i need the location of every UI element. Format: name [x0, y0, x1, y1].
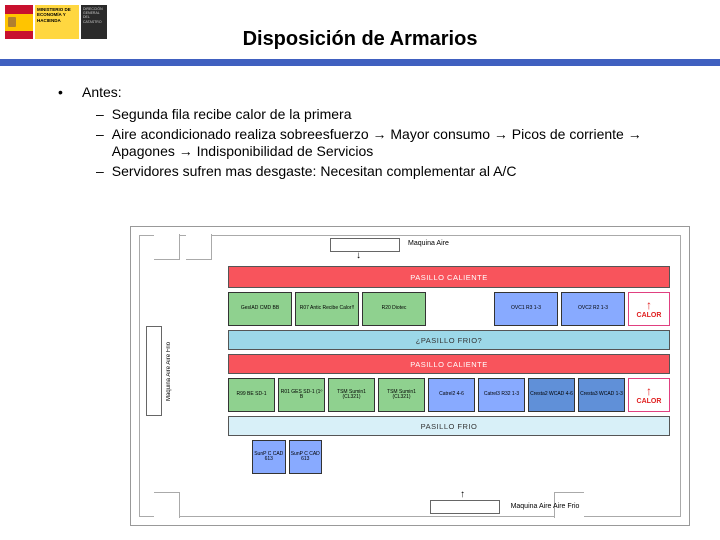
calor-label: CALOR	[637, 398, 662, 405]
rack-unit: Cresta3 WCAD 1-3	[578, 378, 625, 412]
sub-text: Servidores sufren mas desgaste: Necesita…	[112, 163, 517, 181]
room-outline: Maquina Aire ↓ PASILLO CALIENTE GesIAD C…	[139, 235, 681, 517]
rack-unit: SunP C CAD 613	[289, 440, 323, 474]
ac-label-left: Maquina Aire Aire Frio	[166, 331, 172, 411]
bullet-antes: • Antes:	[58, 84, 680, 100]
rack-unit: Cresta2 WCAD 4-6	[528, 378, 575, 412]
heat-arrow-icon: ↑	[646, 299, 652, 311]
rack-unit: R99 BE SD-1	[228, 378, 275, 412]
content-area: • Antes: – Segunda fila recibe calor de …	[0, 66, 720, 180]
flag-crest-icon	[8, 17, 16, 27]
rack-unit: OVC2 R2 1-3	[561, 292, 625, 326]
sub-bullet-list: – Segunda fila recibe calor de la primer…	[58, 106, 680, 180]
rack-row-1: GesIAD CMD BBR07 Antic Recibe Calor!!R20…	[228, 292, 670, 326]
rack-row-2: R99 BE SD-1R01 GES SD-1 (1º BTSM Sumin1 …	[228, 378, 670, 412]
aisle-cold: PASILLO FRIO	[228, 416, 670, 436]
flag-stripe	[5, 5, 33, 14]
rack-unit: GesIAD CMD BB	[228, 292, 292, 326]
door-cutout	[154, 234, 180, 260]
airflow-arrow-icon: ↓	[356, 250, 361, 261]
sub-text: Segunda fila recibe calor de la primera	[112, 106, 352, 124]
rack-unit: R20 Diotec	[362, 292, 426, 326]
sub-text: Aire acondicionado realiza sobreesfuerzo…	[112, 126, 680, 161]
rack-unit: R01 GES SD-1 (1º B	[278, 378, 325, 412]
sub-bullet: – Aire acondicionado realiza sobreesfuer…	[96, 126, 680, 161]
bullet-label: Antes:	[82, 84, 122, 100]
aisle-cold-question: ¿PASILLO FRIO?	[228, 330, 670, 350]
title-underline	[0, 59, 720, 66]
dash-marker: –	[96, 106, 104, 124]
slide-title: Disposición de Armarios	[0, 0, 720, 51]
rack-unit: SunP C CAD 613	[252, 440, 286, 474]
rack-unit: TSM Sumin1 (CL321)	[378, 378, 425, 412]
ac-label-bottom: Maquina Aire Aire Frio	[510, 503, 580, 510]
direccion-block: DIRECCIÓN GENERAL DEL CATASTRO	[81, 5, 107, 39]
airflow-arrow-icon: ↑	[460, 489, 465, 500]
calor-indicator: ↑CALOR	[628, 292, 670, 326]
ac-unit-left	[146, 326, 162, 416]
aisle-hot: PASILLO CALIENTE	[228, 354, 670, 374]
sub-bullet: – Servidores sufren mas desgaste: Necesi…	[96, 163, 680, 181]
calor-indicator: ↑CALOR	[628, 378, 670, 412]
rack-unit: R07 Antic Recibe Calor!!	[295, 292, 359, 326]
ac-unit-top	[330, 238, 400, 252]
ministry-block: MINISTERIO DE ECONOMÍA Y HACIENDA	[35, 5, 79, 39]
dash-marker: –	[96, 126, 104, 161]
flag-stripe	[5, 31, 33, 40]
rack-unit: TSM Sumin1 (CL321)	[328, 378, 375, 412]
heat-arrow-icon: ↑	[646, 385, 652, 397]
rack-unit: Catrel3 R32 1-3	[478, 378, 525, 412]
dash-marker: –	[96, 163, 104, 181]
gov-logo-cluster: MINISTERIO DE ECONOMÍA Y HACIENDA DIRECC…	[5, 5, 107, 39]
rack-unit	[429, 292, 491, 326]
spain-flag-icon	[5, 5, 33, 39]
bullet-marker: •	[58, 84, 68, 100]
door-cutout	[186, 234, 212, 260]
flag-stripe	[5, 14, 33, 31]
aisle-hot: PASILLO CALIENTE	[228, 266, 670, 288]
door-cutout	[154, 492, 180, 518]
rack-unit: Catrel2 4-6	[428, 378, 475, 412]
floorplan-diagram: Maquina Aire ↓ PASILLO CALIENTE GesIAD C…	[130, 226, 690, 526]
ac-unit-bottom	[430, 500, 500, 514]
calor-label: CALOR	[637, 312, 662, 319]
sub-bullet: – Segunda fila recibe calor de la primer…	[96, 106, 680, 124]
rack-unit: OVC1 R3 1-3	[494, 292, 558, 326]
rack-row-bottom: SunP C CAD 613SunP C CAD 613	[252, 440, 322, 474]
ac-label-top: Maquina Aire	[408, 240, 449, 247]
